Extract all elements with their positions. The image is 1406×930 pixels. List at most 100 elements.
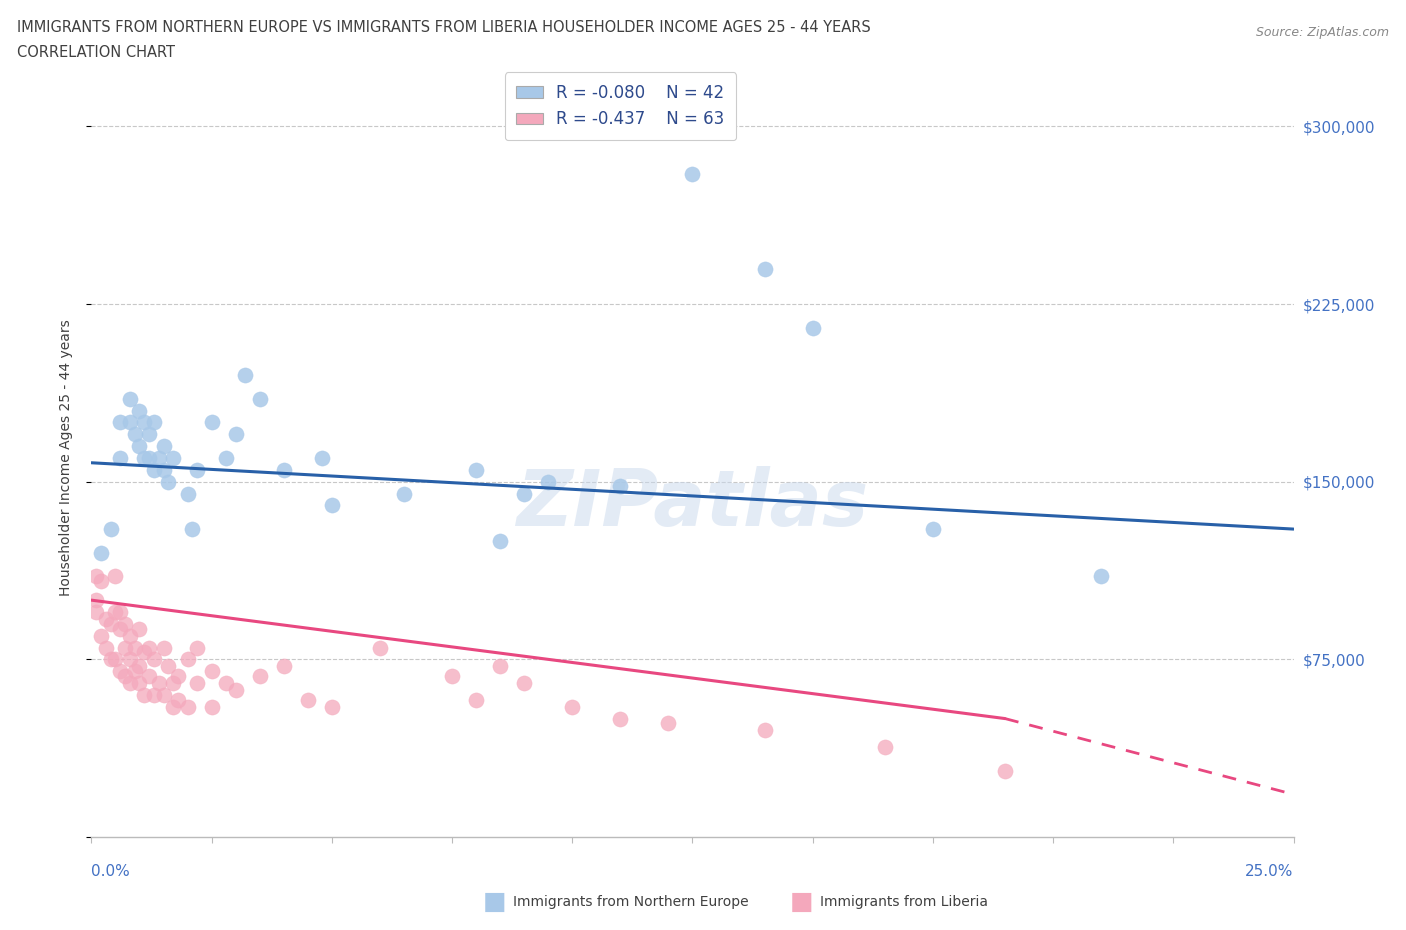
Point (311, 451, 333, 466)
Point (152, 462, 174, 477)
Point (440, 669, 463, 684)
Point (681, 166, 703, 181)
Point (167, 669, 190, 684)
Point (392, 486, 415, 501)
Point (186, 462, 208, 477)
Point (162, 699, 184, 714)
Point (537, 474, 560, 489)
Point (225, 683, 247, 698)
Point (134, 644, 156, 659)
Point (110, 415, 132, 430)
Text: Immigrants from Northern Europe: Immigrants from Northern Europe (513, 895, 749, 910)
Point (100, 652, 122, 667)
Point (162, 675, 184, 690)
Point (157, 659, 180, 674)
Point (225, 427, 247, 442)
Point (152, 687, 174, 702)
Point (100, 617, 122, 631)
Y-axis label: Householder Income Ages 25 - 44 years: Householder Income Ages 25 - 44 years (59, 320, 73, 596)
Point (114, 640, 136, 655)
Point (138, 451, 160, 466)
Point (321, 699, 343, 714)
Point (489, 534, 512, 549)
Point (84, 592, 107, 607)
Text: 0.0%: 0.0% (91, 864, 131, 879)
Point (489, 659, 512, 674)
Point (609, 711, 631, 726)
Point (201, 664, 224, 679)
Point (609, 479, 631, 494)
Text: Immigrants from Liberia: Immigrants from Liberia (820, 895, 987, 910)
Point (124, 427, 146, 442)
Point (128, 621, 150, 636)
Point (273, 462, 295, 477)
Point (128, 675, 150, 690)
Point (84, 604, 107, 619)
Point (118, 675, 141, 690)
Legend: R = -0.080    N = 42, R = -0.437    N = 63: R = -0.080 N = 42, R = -0.437 N = 63 (505, 73, 737, 140)
Point (142, 415, 165, 430)
Text: IMMIGRANTS FROM NORTHERN EUROPE VS IMMIGRANTS FROM LIBERIA HOUSEHOLDER INCOME AG: IMMIGRANTS FROM NORTHERN EUROPE VS IMMIG… (17, 20, 870, 35)
Point (110, 621, 132, 636)
Point (181, 522, 204, 537)
Point (94, 640, 117, 655)
Point (118, 629, 141, 644)
Point (922, 522, 945, 537)
Text: 25.0%: 25.0% (1246, 864, 1294, 879)
Point (368, 640, 391, 655)
Text: Source: ZipAtlas.com: Source: ZipAtlas.com (1256, 26, 1389, 39)
Point (162, 451, 184, 466)
Text: ■: ■ (484, 890, 506, 914)
Point (142, 652, 165, 667)
Point (513, 675, 536, 690)
Point (176, 486, 198, 501)
Point (124, 664, 146, 679)
Point (186, 640, 208, 655)
Point (142, 687, 165, 702)
Point (138, 669, 160, 684)
Point (114, 617, 136, 631)
Point (201, 415, 224, 430)
Point (100, 522, 122, 537)
Point (215, 451, 238, 466)
Point (873, 739, 896, 754)
Point (201, 699, 224, 714)
Point (134, 687, 156, 702)
Point (142, 462, 165, 477)
Point (128, 404, 150, 418)
Point (233, 367, 256, 382)
Point (186, 675, 208, 690)
Point (124, 640, 146, 655)
Point (118, 652, 141, 667)
Point (94, 612, 117, 627)
Point (90, 629, 112, 644)
Point (157, 474, 180, 489)
Point (1090, 569, 1112, 584)
Point (138, 640, 160, 655)
Point (321, 498, 343, 512)
Point (90, 574, 112, 589)
Point (104, 569, 127, 584)
Point (128, 659, 150, 674)
Point (138, 427, 160, 442)
Point (801, 320, 824, 335)
Point (249, 669, 271, 684)
Point (176, 699, 198, 714)
Text: CORRELATION CHART: CORRELATION CHART (17, 45, 174, 60)
Point (754, 723, 776, 737)
Point (104, 652, 127, 667)
Point (134, 451, 156, 466)
Point (118, 392, 141, 406)
Point (84, 569, 107, 584)
Point (110, 604, 132, 619)
Point (148, 451, 170, 466)
Point (152, 439, 174, 454)
Point (114, 669, 136, 684)
Point (465, 692, 488, 707)
Point (176, 652, 198, 667)
Point (994, 764, 1017, 778)
Point (110, 664, 132, 679)
Point (152, 640, 174, 655)
Text: ■: ■ (790, 890, 813, 914)
Text: ZIPatlas: ZIPatlas (516, 466, 869, 541)
